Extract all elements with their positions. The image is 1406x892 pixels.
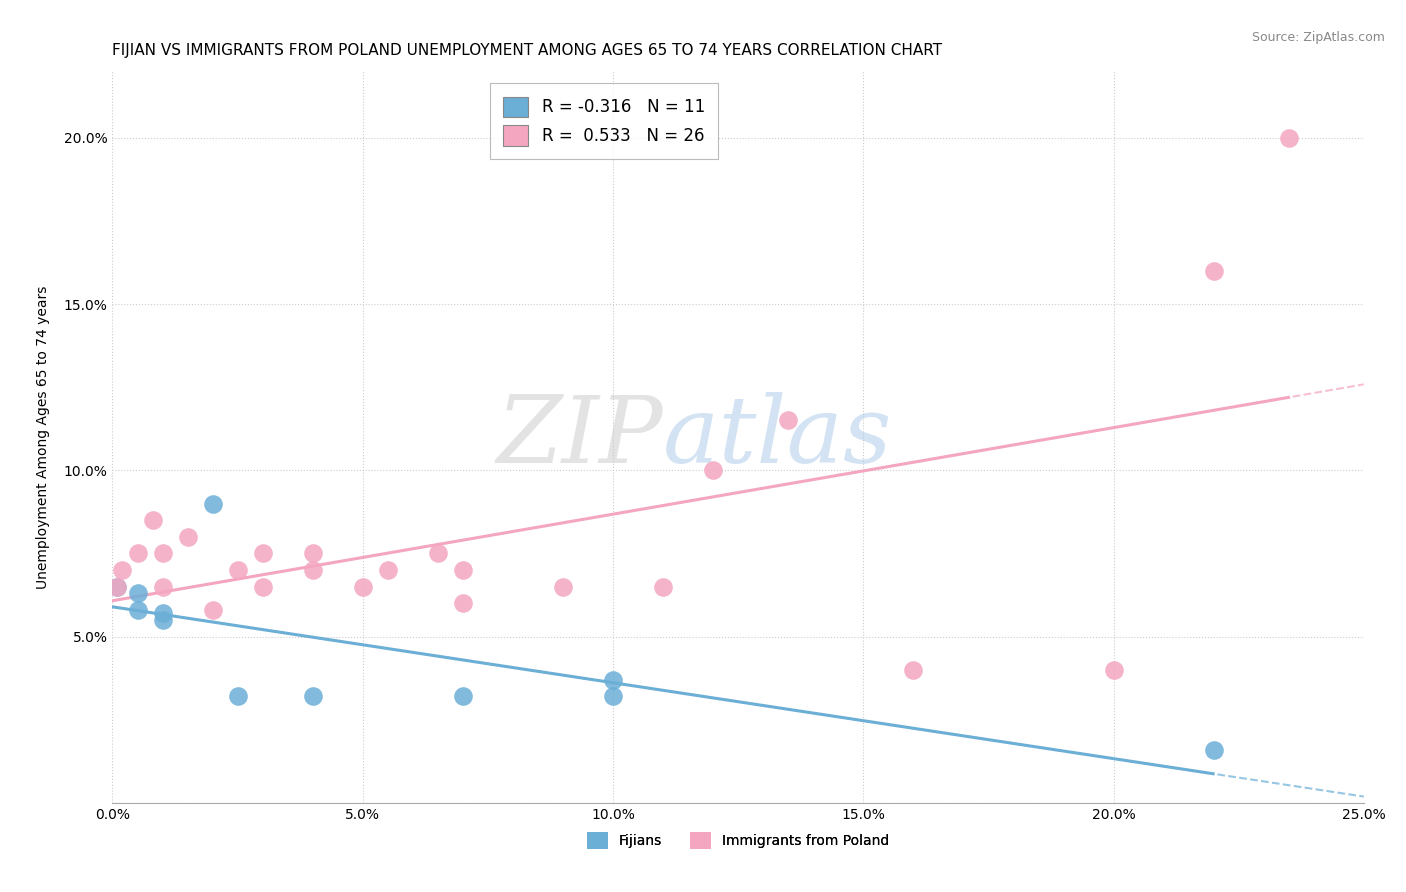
Point bbox=[127, 603, 149, 617]
Text: ZIP: ZIP bbox=[496, 392, 664, 482]
Point bbox=[301, 690, 323, 704]
Point bbox=[778, 413, 800, 427]
Legend: Fijians, Immigrants from Poland: Fijians, Immigrants from Poland bbox=[582, 826, 894, 855]
Point bbox=[1102, 663, 1125, 677]
Point bbox=[602, 673, 624, 687]
Point bbox=[1202, 264, 1225, 278]
Point bbox=[451, 563, 474, 577]
Point bbox=[252, 580, 274, 594]
Point bbox=[903, 663, 925, 677]
Point bbox=[152, 580, 174, 594]
Point bbox=[127, 586, 149, 600]
Point bbox=[451, 596, 474, 610]
Point bbox=[127, 546, 149, 560]
Point bbox=[152, 613, 174, 627]
Point bbox=[426, 546, 449, 560]
Point bbox=[252, 546, 274, 560]
Point bbox=[107, 580, 129, 594]
Text: FIJIAN VS IMMIGRANTS FROM POLAND UNEMPLOYMENT AMONG AGES 65 TO 74 YEARS CORRELAT: FIJIAN VS IMMIGRANTS FROM POLAND UNEMPLO… bbox=[112, 43, 942, 58]
Point bbox=[702, 463, 724, 477]
Point bbox=[1278, 131, 1301, 145]
Point bbox=[176, 530, 198, 544]
Point bbox=[652, 580, 675, 594]
Point bbox=[301, 546, 323, 560]
Point bbox=[451, 690, 474, 704]
Y-axis label: Unemployment Among Ages 65 to 74 years: Unemployment Among Ages 65 to 74 years bbox=[37, 285, 49, 589]
Point bbox=[107, 580, 129, 594]
Point bbox=[352, 580, 374, 594]
Point bbox=[152, 607, 174, 621]
Point bbox=[602, 690, 624, 704]
Point bbox=[111, 563, 134, 577]
Text: atlas: atlas bbox=[664, 392, 893, 482]
Point bbox=[301, 563, 323, 577]
Point bbox=[551, 580, 574, 594]
Point bbox=[377, 563, 399, 577]
Point bbox=[201, 603, 224, 617]
Point bbox=[152, 546, 174, 560]
Point bbox=[226, 563, 249, 577]
Text: Source: ZipAtlas.com: Source: ZipAtlas.com bbox=[1251, 31, 1385, 45]
Point bbox=[201, 497, 224, 511]
Point bbox=[1202, 742, 1225, 756]
Point bbox=[226, 690, 249, 704]
Point bbox=[141, 513, 163, 527]
